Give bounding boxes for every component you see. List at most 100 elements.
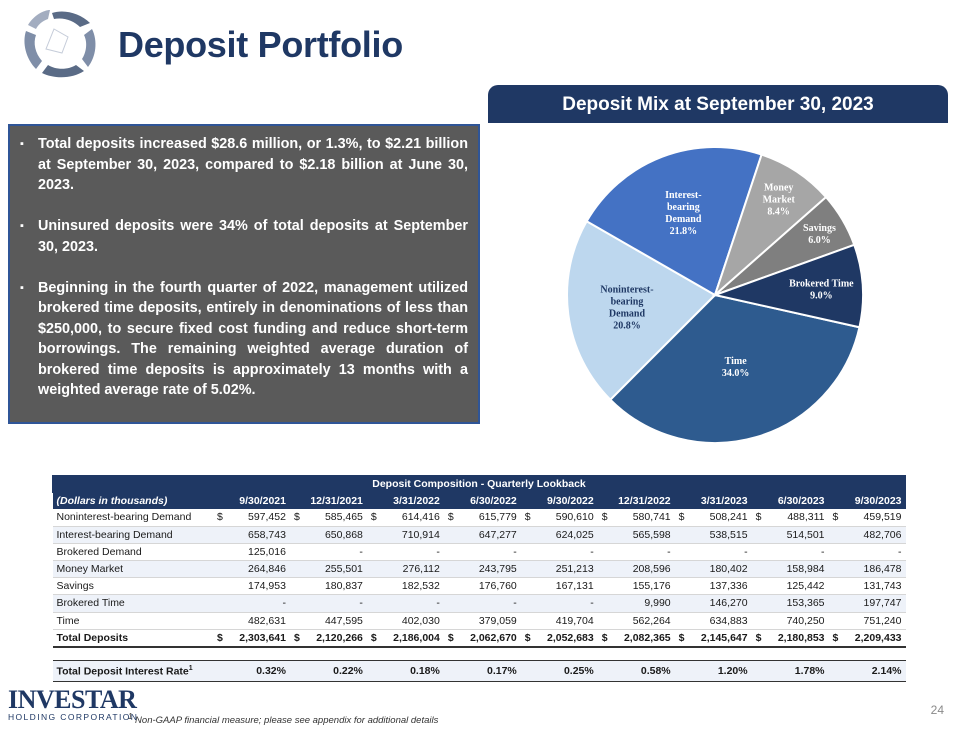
table-cell: 647,277	[459, 526, 521, 544]
highlights-box: ▪ Total deposits increased $28.6 million,…	[8, 124, 480, 424]
column-header: 12/31/2022	[597, 492, 675, 510]
pie-slice	[711, 243, 864, 329]
dollar-cell-empty	[674, 659, 691, 682]
pie-slice-label: Noninterest-bearing Demand 20.8%	[600, 285, 653, 332]
pie-slice-label: Brokered Time 9.0%	[789, 278, 854, 301]
dollar-cell-empty	[289, 659, 306, 682]
dollar-cell-empty	[443, 612, 460, 630]
table-cell: 565,598	[613, 526, 675, 544]
table-cell: 634,883	[690, 612, 752, 630]
bullet-text: Uninsured deposits were 34% of total dep…	[38, 218, 468, 255]
pie-slice	[585, 146, 763, 297]
dollar-cell-empty	[520, 560, 537, 579]
table-cell: 2,145,647	[690, 628, 752, 648]
table-cell: 2,303,641	[229, 628, 290, 648]
table-cell: 0.17%	[459, 659, 521, 682]
deposit-composition-table: Deposit Composition - Quarterly Lookback…	[52, 474, 906, 682]
table-cell: 597,452	[229, 509, 290, 527]
dollar-cell-empty	[520, 612, 537, 630]
table-cell: 658,743	[229, 526, 290, 544]
dollar-cell-empty	[520, 526, 537, 544]
column-header: 3/31/2023	[674, 492, 752, 510]
deposit-mix-chart: Time 34.0% Noninterest-bearing Demand 20.8% I…	[488, 123, 948, 463]
table-cell: -	[459, 594, 521, 613]
dollar-cell-empty	[366, 612, 383, 630]
table-cell: -	[305, 543, 367, 561]
table-cell: 146,270	[690, 594, 752, 613]
dollar-cell-empty	[520, 577, 537, 596]
table-cell: -	[613, 543, 675, 561]
logo-name: INVESTAR	[8, 685, 137, 714]
pie-slice	[566, 219, 717, 402]
bullet-item: ▪ Beginning in the fourth quarter of 2022…	[20, 278, 468, 401]
dollar-sign: $	[213, 628, 230, 648]
column-header: 9/30/2022	[520, 492, 598, 510]
table-cell: 402,030	[382, 612, 444, 630]
table-cell: 751,240	[844, 612, 906, 630]
table-cell: 2,180,853	[767, 628, 829, 648]
dollar-cell-empty	[213, 560, 230, 579]
pie-slice-label: Money Market 8.4%	[763, 183, 796, 218]
dollar-cell-empty	[213, 577, 230, 596]
dollar-sign: $	[289, 628, 306, 648]
table-cell: 9,990	[613, 594, 675, 613]
dollar-sign: $	[289, 509, 306, 527]
dollar-cell-empty	[597, 659, 614, 682]
table-row: Money Market 264,846 255,501 276,112 243,795…	[52, 560, 906, 579]
dollar-cell-empty	[828, 594, 845, 613]
dollar-cell-empty	[289, 560, 306, 579]
table-cell: 137,336	[690, 577, 752, 596]
table-cell: 514,501	[767, 526, 829, 544]
dollar-cell-empty	[828, 659, 845, 682]
row-label: Brokered Demand	[52, 543, 214, 561]
dollar-cell-empty	[597, 577, 614, 596]
pie-slice-label: Time 34.0%	[722, 356, 750, 379]
dollar-cell-empty	[751, 612, 768, 630]
dollar-cell-empty	[828, 526, 845, 544]
dollar-cell-empty	[443, 577, 460, 596]
dollar-cell-empty	[674, 594, 691, 613]
bullet-square-icon: ▪	[20, 281, 24, 294]
dollar-sign: $	[674, 628, 691, 648]
dollar-sign: $	[366, 509, 383, 527]
table-cell: 2,062,670	[459, 628, 521, 648]
table-cell: 180,837	[305, 577, 367, 596]
table-cell: 614,416	[382, 509, 444, 527]
dollar-sign: $	[751, 628, 768, 648]
bullet-square-icon: ▪	[20, 220, 24, 232]
bullet-text: Total deposits increased $28.6 million, …	[38, 136, 468, 193]
dollar-sign: $	[674, 509, 691, 527]
dollar-cell-empty	[443, 560, 460, 579]
pie-slice-label: Interest-bearing Demand 21.8%	[665, 190, 702, 237]
dollar-cell-empty	[289, 526, 306, 544]
table-cell: 615,779	[459, 509, 521, 527]
table-cell: 2,120,266	[305, 628, 367, 648]
table-cell: 624,025	[536, 526, 598, 544]
deposit-mix-pie: Time 34.0% Noninterest-bearing Demand 20.8% I…	[566, 146, 864, 444]
table-cell: 562,264	[613, 612, 675, 630]
table-cell: 0.25%	[536, 659, 598, 682]
dollar-cell-empty	[674, 560, 691, 579]
table-cell: 379,059	[459, 612, 521, 630]
dollar-sign: $	[828, 628, 845, 648]
dollar-cell-empty	[443, 526, 460, 544]
table-cell: 0.32%	[229, 659, 290, 682]
table-cell: 276,112	[382, 560, 444, 579]
bullet-text: Beginning in the fourth quarter of 2022,…	[38, 279, 468, 399]
table-caption: Deposit Composition - Quarterly Lookback	[52, 474, 906, 494]
dollar-cell-empty	[213, 594, 230, 613]
table-cell: 1.20%	[690, 659, 752, 682]
table-row: Total Deposits $2,303,641 $2,120,266 $2,186…	[52, 628, 906, 648]
row-label: Money Market	[52, 560, 214, 579]
row-label: Savings	[52, 577, 214, 596]
table-cell: -	[382, 594, 444, 613]
dollar-cell-empty	[828, 543, 845, 561]
table-cell: 0.22%	[305, 659, 367, 682]
dollar-sign: $	[520, 628, 537, 648]
dollar-cell-empty	[597, 543, 614, 561]
row-label: Time	[52, 612, 214, 630]
dollar-cell-empty	[674, 543, 691, 561]
investar-logo: INVESTAR HOLDING CORPORATION	[8, 685, 138, 723]
table-row: Total Deposit Interest Rate1 0.32% 0.22% 0.…	[52, 659, 906, 682]
table-cell: 255,501	[305, 560, 367, 579]
